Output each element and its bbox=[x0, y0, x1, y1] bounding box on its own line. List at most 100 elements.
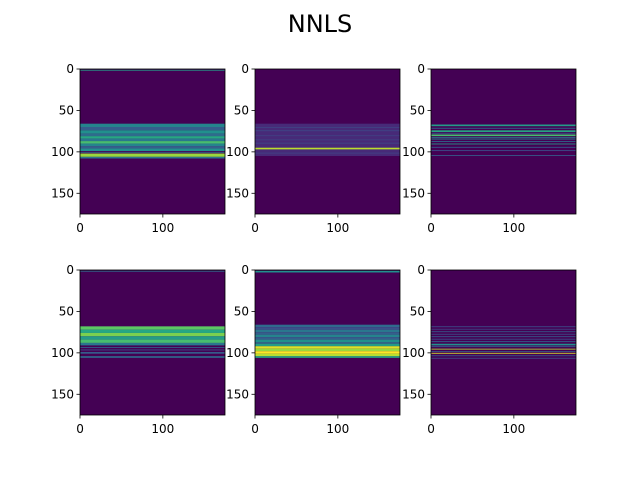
heatmap-band bbox=[80, 151, 225, 153]
heatmap-band bbox=[255, 329, 400, 333]
heatmap-band bbox=[80, 130, 225, 134]
heatmap-band bbox=[431, 351, 576, 353]
heatmap-band bbox=[80, 146, 225, 149]
heatmap-band bbox=[431, 127, 576, 129]
panel-frame bbox=[430, 269, 577, 416]
y-tick-label: 150 bbox=[226, 186, 249, 200]
heatmap-band bbox=[80, 148, 225, 152]
heatmap-band bbox=[431, 134, 576, 137]
heatmap-band bbox=[80, 339, 225, 343]
heatmap-band bbox=[255, 327, 400, 330]
heatmap-band bbox=[80, 153, 225, 157]
y-tick-label: 50 bbox=[410, 103, 425, 117]
y-tick-label: 150 bbox=[51, 186, 74, 200]
heatmap-band bbox=[431, 346, 576, 348]
y-tick-label: 0 bbox=[66, 263, 74, 277]
x-tick-label: 100 bbox=[502, 221, 525, 235]
heatmap-band bbox=[255, 139, 400, 141]
heatmap-band bbox=[80, 356, 225, 358]
y-tick-label: 50 bbox=[59, 103, 74, 117]
x-tick-label: 0 bbox=[427, 221, 435, 235]
heatmap-band bbox=[431, 132, 576, 134]
heatmap-band bbox=[255, 348, 400, 352]
y-tick-label: 0 bbox=[241, 263, 249, 277]
heatmap-band bbox=[255, 353, 400, 357]
heatmap-panel-1: 0 50 100 150 0 100 bbox=[51, 62, 226, 235]
heatmap-band bbox=[80, 123, 225, 127]
heatmap-band bbox=[431, 155, 576, 156]
y-tick-label: 100 bbox=[51, 145, 74, 159]
heatmap-band bbox=[255, 346, 400, 349]
heatmap-band bbox=[255, 343, 400, 347]
heatmap-band bbox=[255, 130, 400, 132]
y-tick-label: 50 bbox=[59, 304, 74, 318]
heatmap-band bbox=[80, 349, 225, 351]
heatmap-band bbox=[431, 124, 576, 127]
heatmap-band bbox=[80, 143, 225, 147]
heatmap-band bbox=[80, 336, 225, 340]
heatmap-band bbox=[80, 342, 225, 346]
panel-frame bbox=[254, 269, 401, 416]
y-tick-label: 150 bbox=[402, 186, 425, 200]
y-tick-label: 0 bbox=[417, 263, 425, 277]
heatmap-band bbox=[431, 146, 576, 148]
panel-frame bbox=[79, 68, 226, 215]
y-tick-label: 100 bbox=[402, 145, 425, 159]
heatmap-band bbox=[80, 329, 225, 333]
heatmap-band bbox=[255, 147, 400, 150]
heatmap-band bbox=[431, 130, 576, 132]
panel-background bbox=[431, 270, 576, 415]
heatmap-band bbox=[80, 141, 225, 144]
heatmap-band bbox=[80, 347, 225, 348]
heatmap-band bbox=[255, 342, 400, 344]
heatmap-band bbox=[431, 333, 576, 335]
x-tick-label: 0 bbox=[251, 422, 259, 436]
x-tick-label: 0 bbox=[251, 221, 259, 235]
heatmap-band bbox=[431, 326, 576, 328]
y-tick-label: 150 bbox=[226, 387, 249, 401]
heatmap-band bbox=[255, 351, 400, 354]
x-tick-label: 0 bbox=[427, 422, 435, 436]
panel-frame bbox=[430, 68, 577, 215]
panel-grid: 0 50 100 150 0 100 0 50 100 150 0 100 0 50 100 150 0 100 0… bbox=[51, 62, 577, 436]
y-tick-label: 100 bbox=[226, 145, 249, 159]
heatmap-band bbox=[255, 270, 400, 273]
y-tick-label: 50 bbox=[234, 304, 249, 318]
heatmap-panel-5: 0 50 100 150 0 100 bbox=[226, 263, 401, 436]
y-tick-label: 50 bbox=[234, 103, 249, 117]
heatmap-band bbox=[431, 331, 576, 333]
heatmap-band bbox=[255, 337, 400, 340]
heatmap-band bbox=[255, 152, 400, 154]
y-tick-label: 0 bbox=[417, 62, 425, 76]
heatmap-band bbox=[431, 136, 576, 138]
figure-title: NNLS bbox=[288, 10, 353, 38]
y-tick-label: 50 bbox=[410, 304, 425, 318]
y-tick-label: 150 bbox=[402, 387, 425, 401]
heatmap-band bbox=[431, 355, 576, 357]
heatmap-band bbox=[431, 328, 576, 330]
heatmap-panel-2: 0 50 100 150 0 100 bbox=[226, 62, 401, 235]
heatmap-band bbox=[80, 156, 225, 159]
y-tick-label: 100 bbox=[402, 346, 425, 360]
heatmap-band bbox=[255, 142, 400, 144]
x-tick-label: 100 bbox=[326, 422, 349, 436]
heatmap-band bbox=[80, 326, 225, 330]
heatmap-band bbox=[80, 138, 225, 142]
heatmap-band bbox=[431, 150, 576, 152]
heatmap-band bbox=[80, 133, 225, 137]
heatmap-band bbox=[431, 143, 576, 145]
heatmap-band bbox=[431, 138, 576, 140]
heatmap-band bbox=[255, 324, 400, 328]
heatmap-band bbox=[80, 127, 225, 131]
heatmap-band bbox=[431, 357, 576, 359]
y-tick-label: 100 bbox=[51, 346, 74, 360]
heatmap-band bbox=[431, 343, 576, 346]
x-tick-label: 100 bbox=[151, 221, 174, 235]
heatmap-band bbox=[431, 141, 576, 142]
heatmap-band bbox=[431, 341, 576, 343]
x-tick-label: 0 bbox=[76, 422, 84, 436]
heatmap-band bbox=[431, 348, 576, 350]
heatmap-band bbox=[80, 136, 225, 139]
heatmap-band bbox=[255, 339, 400, 343]
heatmap-band bbox=[255, 127, 400, 128]
